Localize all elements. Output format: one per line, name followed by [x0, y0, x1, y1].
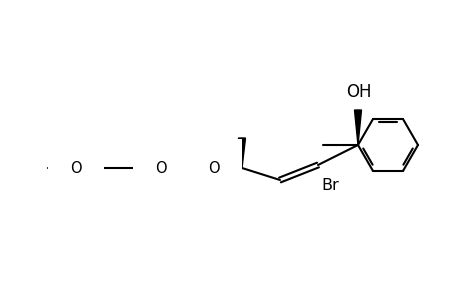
Text: O: O — [208, 160, 219, 175]
Text: Br: Br — [320, 178, 338, 193]
Polygon shape — [354, 110, 361, 145]
Text: O: O — [70, 160, 82, 175]
Text: O: O — [155, 160, 167, 175]
Polygon shape — [238, 138, 245, 168]
Text: OH: OH — [346, 83, 371, 101]
